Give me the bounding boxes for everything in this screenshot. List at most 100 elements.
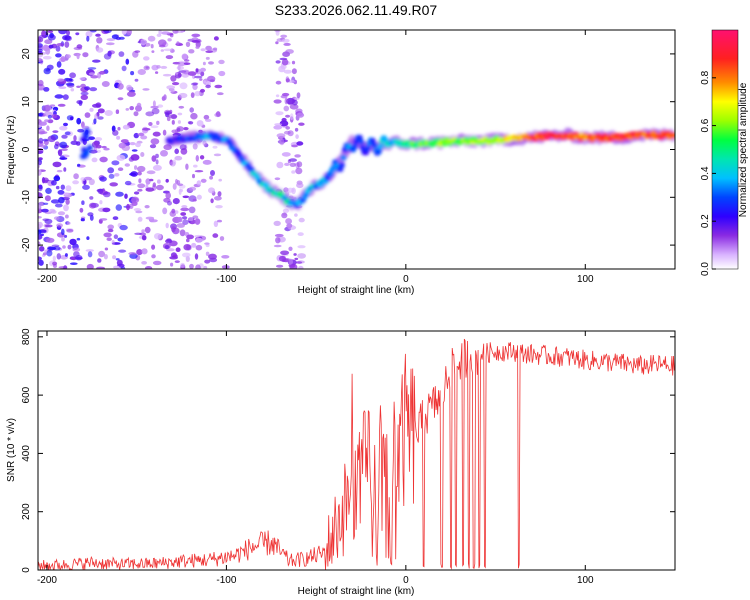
snr-y-axis: 0 200 400 600 800 xyxy=(21,328,675,573)
heatmap-noise-cell xyxy=(125,58,130,65)
heatmap-noise-cell xyxy=(56,223,63,228)
heatmap-noise-cell xyxy=(89,30,97,33)
heatmap-noise-cell xyxy=(51,114,58,119)
heatmap-noise-cell xyxy=(158,30,162,35)
heatmap-noise-cell xyxy=(67,244,72,250)
heatmap-noise-cell xyxy=(298,265,304,269)
colorbar: 0.0 0.2 0.4 0.6 0.8 Normalized spectral ampl… xyxy=(700,29,749,276)
heatmap-noise-cell xyxy=(80,91,89,96)
heatmap-noise-cell xyxy=(286,97,295,105)
heatmap-noise-cell xyxy=(52,255,56,262)
heatmap-noise-cell xyxy=(62,245,66,249)
heatmap-noise-cell xyxy=(275,80,282,85)
heatmap-noise-cell xyxy=(181,69,190,75)
heatmap-noise-cell xyxy=(65,214,69,219)
heatmap-noise-cell xyxy=(281,38,290,43)
heatmap-noise-cell xyxy=(70,88,75,92)
heatmap-noise-cell xyxy=(181,72,190,78)
heatmap-noise-cell xyxy=(194,253,199,260)
heatmap-noise-cell xyxy=(213,153,222,157)
heatmap-noise-cell xyxy=(145,66,149,69)
heatmap-noise-cell xyxy=(176,223,185,228)
heatmap-noise-cell xyxy=(38,79,44,87)
heatmap-noise-cell xyxy=(111,239,115,246)
heatmap-noise-cell xyxy=(156,120,160,125)
heatmap-noise-cell xyxy=(283,130,291,135)
heatmap-noise-cell xyxy=(291,144,298,148)
heatmap-noise-cell xyxy=(104,247,109,251)
heatmap-noise-cell xyxy=(61,134,68,139)
heatmap-noise-cell xyxy=(120,266,126,269)
heatmap-noise-cell xyxy=(296,112,305,118)
heatmap-noise-cell xyxy=(101,145,107,149)
heatmap-noise-cell xyxy=(199,78,203,81)
heatmap-noise-cell xyxy=(285,49,294,54)
heatmap-ridge-cell xyxy=(671,132,675,139)
heatmap-noise-cell xyxy=(188,121,194,125)
heatmap-noise-cell xyxy=(65,198,70,205)
heatmap-noise-cell xyxy=(177,112,183,116)
heatmap-noise-cell xyxy=(78,100,83,106)
colorbar-ticks: 0.0 0.2 0.4 0.6 0.8 xyxy=(700,70,716,276)
heatmap-noise-cell xyxy=(179,144,187,151)
heatmap-noise-cell xyxy=(167,201,172,206)
x-tick-label: -200 xyxy=(37,575,57,586)
heatmap-noise-cell xyxy=(172,159,177,165)
heatmap-noise-cell xyxy=(96,47,104,53)
heatmap-ridge-cell xyxy=(356,134,363,141)
heatmap-noise-cell xyxy=(98,250,105,258)
heatmap-noise-cell xyxy=(106,237,112,241)
heatmap-noise-cell xyxy=(107,50,112,57)
heatmap-noise-cell xyxy=(91,157,98,163)
heatmap-noise-cell xyxy=(46,125,50,131)
heatmap-noise-cell xyxy=(140,152,145,157)
heatmap-noise-cell xyxy=(160,65,168,69)
heatmap-noise-cell xyxy=(39,87,44,91)
heatmap-noise-cell xyxy=(141,248,148,255)
heatmap-noise-cell xyxy=(111,34,119,40)
heatmap-noise-cell xyxy=(94,137,103,142)
heatmap-noise-cell xyxy=(114,173,120,177)
heatmap-noise-cell xyxy=(281,152,291,157)
heatmap-noise-cell xyxy=(166,116,171,122)
heatmap-noise-cell xyxy=(137,183,146,189)
heatmap-noise-cell xyxy=(106,38,116,42)
heatmap-noise-cell xyxy=(191,82,198,86)
heatmap-noise-cell xyxy=(202,61,206,66)
heatmap-noise-cell xyxy=(157,179,161,184)
heatmap-noise-cell xyxy=(150,105,159,109)
heatmap-ridge-cell xyxy=(369,137,376,144)
heatmap-noise-cell xyxy=(191,33,201,38)
snr-x-label: Height of straight line (km) xyxy=(298,586,415,597)
heatmap-noise-cell xyxy=(145,216,155,220)
heatmap-noise-cell xyxy=(155,159,159,165)
heatmap-noise-cell xyxy=(155,153,159,159)
heatmap-noise-cell xyxy=(178,105,185,109)
heatmap-ridge-cell xyxy=(364,145,371,152)
colorbar-tick-label: 0.4 xyxy=(700,166,711,180)
heatmap-noise-cell xyxy=(137,132,145,137)
heatmap-noise-cell xyxy=(131,201,138,206)
heatmap-noise-cell xyxy=(134,165,138,170)
heatmap-noise-cell xyxy=(53,246,61,251)
heatmap-noise-cell xyxy=(188,49,195,54)
y-tick-label: 400 xyxy=(21,445,32,462)
heatmap-noise-cell xyxy=(149,219,158,223)
heatmap-noise-cell xyxy=(90,202,99,208)
heatmap-noise-cell xyxy=(150,138,160,145)
heatmap-noise-cell xyxy=(298,217,305,223)
heatmap-noise-cell xyxy=(118,142,127,149)
heatmap-noise-cell xyxy=(172,183,177,190)
heatmap-noise-cell xyxy=(205,50,213,53)
heatmap-noise-cell xyxy=(66,30,70,36)
heatmap-noise-cell xyxy=(128,252,137,256)
heatmap-noise-cell xyxy=(295,167,303,175)
heatmap-noise-cell xyxy=(187,71,197,76)
heatmap-noise-cell xyxy=(188,186,197,191)
heatmap-noise-cell xyxy=(296,161,303,168)
heatmap-noise-cell xyxy=(274,177,281,181)
heatmap-noise-cell xyxy=(182,216,188,220)
heatmap-ridge-cell xyxy=(358,139,365,145)
heatmap-noise-cell xyxy=(80,177,86,182)
heatmap-noise-cell xyxy=(160,150,168,157)
